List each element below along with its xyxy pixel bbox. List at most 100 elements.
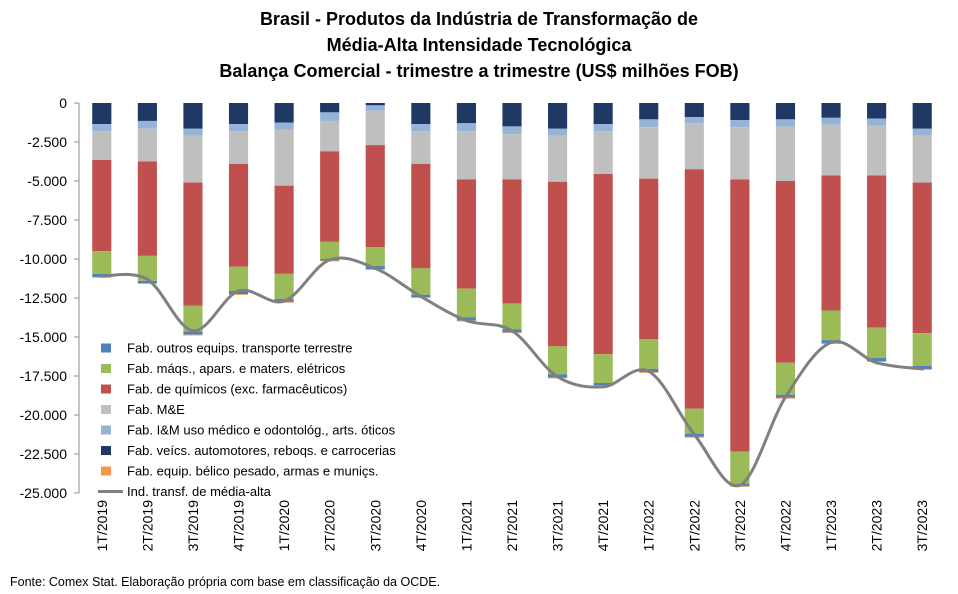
- legend-item: Fab. máqs., apars. e maters. elétricos: [101, 361, 346, 376]
- bar-segment-s2-2T-2023: [867, 125, 887, 176]
- legend-swatch: [101, 425, 111, 435]
- legend-item: Fab. equip. bélico pesado, armas e muniç…: [101, 464, 378, 479]
- legend-label: Fab. outros equips. transporte terrestre: [127, 341, 352, 356]
- bar-segment-s2-2T-2020: [320, 120, 340, 152]
- bar-segment-s0-4T-2019: [228, 103, 249, 125]
- bar-segment-s0-3T-2021: [548, 103, 568, 129]
- bar-segment-s3-1T-2020: [274, 185, 294, 274]
- bar-segment-s1-1T-2019: [92, 124, 112, 132]
- bar-segment-s1-3T-2021: [548, 128, 568, 136]
- bar-segment-s0-3T-2023: [912, 103, 932, 129]
- bar-segment-s0-2T-2023: [867, 103, 887, 119]
- bar-segment-s2-2T-2019: [137, 128, 157, 162]
- bars-layer: [92, 103, 932, 487]
- bar-segment-s5-3T-2019: [183, 331, 203, 335]
- bar-segment-s0-1T-2021: [456, 103, 476, 124]
- x-tick-label: 4T/2020: [413, 500, 429, 552]
- bar-segment-s2-4T-2019: [228, 131, 249, 164]
- x-tick-label: 2T/2023: [869, 500, 885, 552]
- x-tick-label: 1T/2019: [94, 500, 110, 552]
- bar-segment-s1-1T-2021: [456, 123, 476, 132]
- x-tick-label: 3T/2019: [185, 500, 201, 552]
- bar-segment-s3-2T-2020: [320, 151, 340, 242]
- bar-segment-s0-2T-2022: [684, 103, 704, 118]
- legend-label: Fab. equip. bélico pesado, armas e muniç…: [127, 464, 378, 479]
- bar-segment-s4-1T-2022: [639, 339, 659, 369]
- bar-segment-s4-2T-2019: [137, 255, 157, 281]
- bar-segment-s3-3T-2023: [912, 182, 932, 334]
- legend-label: Fab. veícs. automotores, reboqs. e carro…: [127, 443, 396, 458]
- bar-segment-s1-2T-2019: [137, 120, 157, 129]
- legend-label: Fab. máqs., apars. e maters. elétricos: [127, 361, 346, 376]
- bar-segment-s3-2T-2019: [137, 161, 157, 256]
- legend-label: Fab. de químicos (exc. farmacêuticos): [127, 382, 347, 397]
- bar-segment-s0-3T-2022: [730, 103, 750, 121]
- bar-segment-s1-1T-2022: [639, 119, 659, 128]
- bar-segment-s2-3T-2023: [912, 135, 932, 183]
- bar-segment-s5-4T-2021: [593, 383, 613, 386]
- bar-segment-s1-4T-2019: [228, 124, 249, 132]
- source-note: Fonte: Comex Stat. Elaboração própria co…: [10, 575, 441, 589]
- x-tick-label: 3T/2020: [367, 500, 383, 552]
- bar-segment-s3-2T-2021: [502, 179, 522, 304]
- bar-segment-s4-3T-2020: [365, 247, 385, 267]
- line-point-4T-2022: [783, 395, 788, 399]
- bar-segment-s0-4T-2021: [593, 103, 613, 125]
- bar-segment-s3-3T-2021: [548, 181, 568, 347]
- line-point-4T-2020: [419, 294, 423, 299]
- bar-segment-s0-1T-2020: [274, 103, 294, 123]
- bar-segment-s2-1T-2023: [821, 124, 841, 176]
- bar-segment-s3-3T-2019: [183, 182, 203, 306]
- legend-swatch: [101, 364, 111, 373]
- line-point-2T-2020: [328, 258, 332, 262]
- bar-segment-s4-1T-2021: [456, 288, 476, 318]
- bar-segment-s4-1T-2019: [92, 251, 112, 274]
- bar-segment-s3-1T-2023: [821, 175, 841, 311]
- bar-segment-s0-4T-2022: [775, 103, 796, 120]
- bar-segment-s4-3T-2023: [912, 333, 932, 366]
- x-tick-label: 2T/2022: [686, 500, 702, 552]
- bar-segment-s6-2T-2022: [684, 436, 704, 438]
- bar-segment-s1-4T-2022: [775, 119, 796, 127]
- x-tick-label: 4T/2021: [595, 500, 611, 552]
- line-point-3T-2019: [191, 329, 195, 333]
- bar-segment-s5-2T-2023: [867, 358, 887, 362]
- bar-segment-s1-2T-2020: [320, 112, 340, 121]
- legend-swatch: [101, 446, 111, 455]
- legend-label: Fab. I&M uso médico e odontológ., arts. …: [127, 423, 396, 438]
- bar-segment-s0-1T-2019: [92, 103, 112, 125]
- legend-swatch: [101, 384, 111, 394]
- bar-segment-s6-2T-2021: [502, 332, 522, 334]
- legend-label: Fab. M&E: [127, 402, 185, 417]
- x-tick-label: 3T/2022: [732, 500, 748, 552]
- chart-title-line-2: Média-Alta Intensidade Tecnológica: [326, 35, 632, 55]
- bar-segment-s1-3T-2019: [183, 128, 203, 136]
- x-tick-label: 4T/2019: [231, 500, 247, 552]
- x-tick-label: 3T/2021: [550, 500, 566, 552]
- bar-segment-s2-2T-2022: [684, 123, 704, 170]
- legend-label: Ind. transf. de média-alta: [127, 484, 272, 499]
- y-tick-label: -15.000: [20, 329, 68, 345]
- bar-segment-s6-4T-2019: [228, 294, 249, 295]
- line-layer: [100, 256, 924, 488]
- bar-segment-s1-3T-2023: [912, 128, 932, 136]
- line-point-4T-2021: [601, 385, 605, 389]
- line-point-4T-2019: [236, 289, 241, 293]
- bar-segment-s1-4T-2021: [593, 124, 613, 132]
- legend-item: Ind. transf. de média-alta: [98, 484, 272, 499]
- bar-segment-s4-4T-2021: [593, 354, 613, 384]
- bar-segment-s3-3T-2022: [730, 179, 750, 452]
- x-tick-label: 2T/2019: [139, 500, 155, 552]
- legend-item: Fab. de químicos (exc. farmacêuticos): [101, 382, 347, 397]
- line-point-3T-2021: [555, 375, 560, 379]
- y-tick-label: -25.000: [20, 485, 68, 501]
- x-tick-label: 2T/2021: [504, 500, 520, 552]
- bar-segment-s4-3T-2022: [730, 451, 750, 484]
- line-point-2T-2022: [692, 432, 696, 437]
- chart-title: Brasil - Produtos da Indústria de Transf…: [0, 6, 958, 84]
- x-tick-label: 2T/2020: [322, 500, 338, 552]
- line-point-3T-2022: [738, 483, 742, 487]
- bar-segment-s4-3T-2019: [183, 305, 203, 332]
- line-point-2T-2021: [510, 329, 514, 333]
